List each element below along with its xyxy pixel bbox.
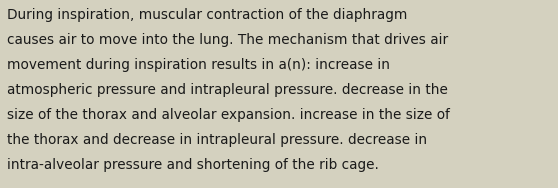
- Text: intra-alveolar pressure and shortening of the rib cage.: intra-alveolar pressure and shortening o…: [7, 158, 379, 172]
- Text: the thorax and decrease in intrapleural pressure. decrease in: the thorax and decrease in intrapleural …: [7, 133, 427, 147]
- Text: movement during inspiration results in a(n): increase in: movement during inspiration results in a…: [7, 58, 390, 72]
- Text: size of the thorax and alveolar expansion. increase in the size of: size of the thorax and alveolar expansio…: [7, 108, 450, 122]
- Text: atmospheric pressure and intrapleural pressure. decrease in the: atmospheric pressure and intrapleural pr…: [7, 83, 448, 97]
- Text: causes air to move into the lung. The mechanism that drives air: causes air to move into the lung. The me…: [7, 33, 449, 47]
- Text: During inspiration, muscular contraction of the diaphragm: During inspiration, muscular contraction…: [7, 8, 408, 22]
